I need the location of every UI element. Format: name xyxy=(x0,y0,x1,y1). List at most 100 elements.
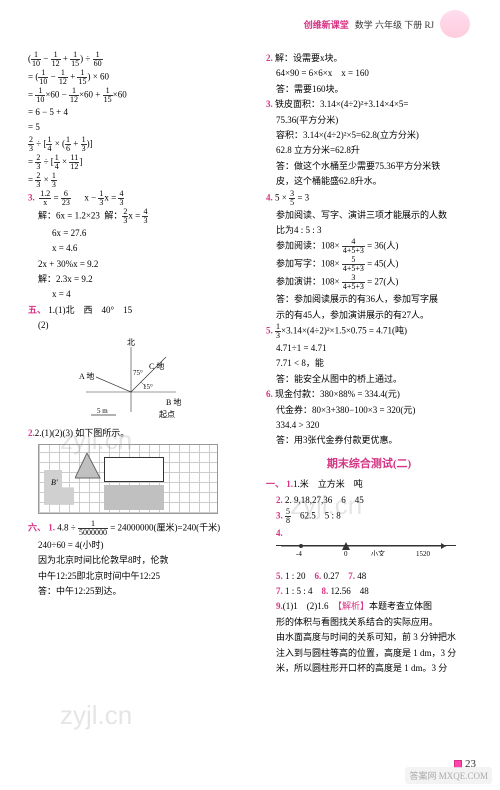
sec5-sub: (2) xyxy=(18,318,244,332)
equation-line: 解：2.3x = 9.2 xyxy=(18,272,244,286)
svg-text:1520: 1520 xyxy=(416,550,431,556)
equation-line: = 6 − 5 + 4 xyxy=(18,105,244,119)
text-line: 2. 2. 9,18,27,36 6 45 xyxy=(256,493,482,507)
svg-text:B 地: B 地 xyxy=(166,397,181,407)
equation-line: 2x + 30%x = 9.2 xyxy=(18,257,244,271)
watermark: zyjl.cn xyxy=(60,700,132,731)
triangle-icon xyxy=(75,453,105,483)
equation-line: = 23 × 13 xyxy=(18,172,244,189)
text-line: 由水面高度与时间的关系可知，前 3 分钟把水 xyxy=(256,630,482,644)
item-number: 2. xyxy=(28,428,35,438)
text-line: 米，所以圆柱形开口杯的高度是 1 dm。3 分 xyxy=(256,661,482,675)
sec5-text: 1.(1)北 西 40° 15 xyxy=(48,305,132,315)
item-number: 3. xyxy=(28,192,35,202)
equation-line: 240÷60 = 4(小时) xyxy=(18,538,244,552)
item-number: 3. xyxy=(266,99,273,109)
section-1: 一、 1.1.米 立方米 吨 xyxy=(256,477,482,491)
answer-line: 答：做这个水桶至少需要75.36平方分米铁 xyxy=(256,159,482,173)
shape-b xyxy=(104,457,164,482)
equation-line: 参加写字：108× 54+5+3 = 45(人) xyxy=(256,256,482,273)
equation-line: 64×90 = 6×6×x x = 160 xyxy=(256,66,482,80)
page: 创维新课堂 数学 六年级 下册 RJ (110 − 112 + 115) ÷ 1… xyxy=(0,0,500,790)
section-number: 一、 xyxy=(266,479,284,489)
equation-line: = 5 xyxy=(18,120,244,134)
shape-label: B' xyxy=(51,477,58,490)
svg-text:0: 0 xyxy=(344,550,348,556)
numline-svg: -4 0 小文 1520 xyxy=(276,536,456,556)
svg-text:A 地: A 地 xyxy=(79,371,94,381)
sec5-2: 2.2.(1)(2)(3) 如下图所示。 xyxy=(18,426,244,440)
shape-c xyxy=(104,485,164,510)
svg-text:15°: 15° xyxy=(143,383,153,391)
svg-text:北: 北 xyxy=(127,338,135,347)
text-line: 参加阅读、写字、演讲三项才能展示的人数 xyxy=(256,208,482,222)
section-number: 六、 xyxy=(28,522,46,532)
text-line: 9.(1)1 (2)1.6 【解析】本题考查立体图 xyxy=(256,599,482,613)
brand-title: 创维新课堂 xyxy=(304,18,349,31)
text-line: 5. 1 : 20 6. 0.27 7. 48 xyxy=(256,569,482,583)
equation-line: 参加阅读：108× 44+5+3 = 36(人) xyxy=(256,238,482,255)
diagram-svg: 北 A 地 C 地 75° 15° B 地 起点 5 m xyxy=(71,337,191,422)
text-line: 7. 1 : 5 : 4 8. 12.56 48 xyxy=(256,584,482,598)
answer-line: 答：能安全从图中的桥上通过。 xyxy=(256,372,482,386)
equation-line: 23 ÷ [14 × (16 + 13)] xyxy=(18,136,244,153)
svg-text:5 m: 5 m xyxy=(97,407,108,415)
item-5: 5. 13×3.14×(4÷2)²×1.5×0.75 = 4.71(吨) xyxy=(256,323,482,340)
item-4: 4. 5 × 35 = 3 xyxy=(256,190,482,207)
mascot-icon xyxy=(440,10,470,38)
item-number: 6. xyxy=(266,389,273,399)
equation-line: = 110×60 − 112×60 + 115×60 xyxy=(18,87,244,104)
right-column: 2. 解：设需要x块。 64×90 = 6×6×x x = 160 答：需要16… xyxy=(256,50,482,676)
equation-line: 4.71÷1 = 4.71 xyxy=(256,341,482,355)
equation-line: (110 − 112 + 115) ÷ 160 xyxy=(18,51,244,68)
item-number: 4. xyxy=(266,192,273,202)
equation-line: 7.71 < 8，能 xyxy=(256,356,482,370)
compass-diagram: 北 A 地 C 地 75° 15° B 地 起点 5 m xyxy=(71,337,191,422)
shape-a xyxy=(44,470,74,505)
svg-text:75°: 75° xyxy=(133,369,143,377)
item-number: 5. xyxy=(266,326,273,336)
answer-line: 答：参加阅读展示的有36人，参加写字展 xyxy=(256,292,482,306)
left-column: (110 − 112 + 115) ÷ 160 = (110 − 112 + 1… xyxy=(18,50,244,676)
equation-line: 334.4 > 320 xyxy=(256,418,482,432)
text-line: 中午12:25即北京时间中午12:25 xyxy=(18,569,244,583)
equation-line: x = 4 xyxy=(18,287,244,301)
subject-label: 数学 六年级 下册 RJ xyxy=(355,18,434,31)
svg-text:小文: 小文 xyxy=(371,549,385,556)
content-columns: (110 − 112 + 115) ÷ 160 = (110 − 112 + 1… xyxy=(18,50,482,676)
equation-line: 代金券：80×3+380−100×3 = 320(元) xyxy=(256,403,482,417)
section-5: 五、 1.(1)北 西 40° 15 xyxy=(18,303,244,317)
svg-text:-4: -4 xyxy=(296,550,302,556)
equation-line: x = 4.6 xyxy=(18,241,244,255)
answer-line: 答：中午12:25到达。 xyxy=(18,584,244,598)
item-3: 3. 1.2x = 623 x − 13x = 43 xyxy=(18,190,244,207)
item-6: 6. 现金付款：380×88% = 334.4(元) xyxy=(256,387,482,401)
text-line: 注入到与圆柱等高的位置，高度是 1 dm，3 分 xyxy=(256,646,482,660)
equation-line: 6x = 27.6 xyxy=(18,226,244,240)
equation-line: = 23 ÷ [14 × 1112] xyxy=(18,154,244,171)
answer-line: 答：用3张代金券付款更优惠。 xyxy=(256,433,482,447)
svg-text:起点: 起点 xyxy=(159,410,175,419)
item-number: 2. xyxy=(266,53,273,63)
page-header: 创维新课堂 数学 六年级 下册 RJ xyxy=(304,10,470,38)
equation-line: 解：6x = 1.2×23 解：23x = 43 xyxy=(18,208,244,225)
text-line: 因为北京时间比伦敦早8时，伦敦 xyxy=(18,553,244,567)
number-line-diagram: -4 0 小文 1520 xyxy=(276,545,456,565)
grid-shapes-diagram: B' xyxy=(38,444,218,514)
answer-line: 答：需要160块。 xyxy=(256,82,482,96)
equation-line: 62.8 立方分米=62.8升 xyxy=(256,143,482,157)
section-6: 六、 1. 4.8 ÷ 15000000 = 24000000(厘米)=240(… xyxy=(18,520,244,537)
svg-text:C 地: C 地 xyxy=(149,361,164,371)
text-line: 比为4 : 5 : 3 xyxy=(256,223,482,237)
section-title: 期末综合测试(二) xyxy=(256,456,482,474)
answer-line: 皮，这个桶能盛62.8升水。 xyxy=(256,174,482,188)
footer-watermark: 答案网 MXQE.COM xyxy=(405,767,492,784)
item-3: 3. 铁皮面积：3.14×(4÷2)²+3.14×4×5= xyxy=(256,97,482,111)
text-line: 形的体积与看图找关系结合的实际应用。 xyxy=(256,615,482,629)
equation-line: 容积：3.14×(4÷2)²×5=62.8(立方分米) xyxy=(256,128,482,142)
equation-line: 参加演讲：108× 34+5+3 = 27(人) xyxy=(256,274,482,291)
text-line: 3. 58 62.5 5 : 8 xyxy=(256,508,482,525)
item-2: 2. 解：设需要x块。 xyxy=(256,51,482,65)
equation-line: 75.36(平方分米) xyxy=(256,113,482,127)
section-number: 五、 xyxy=(28,305,46,315)
